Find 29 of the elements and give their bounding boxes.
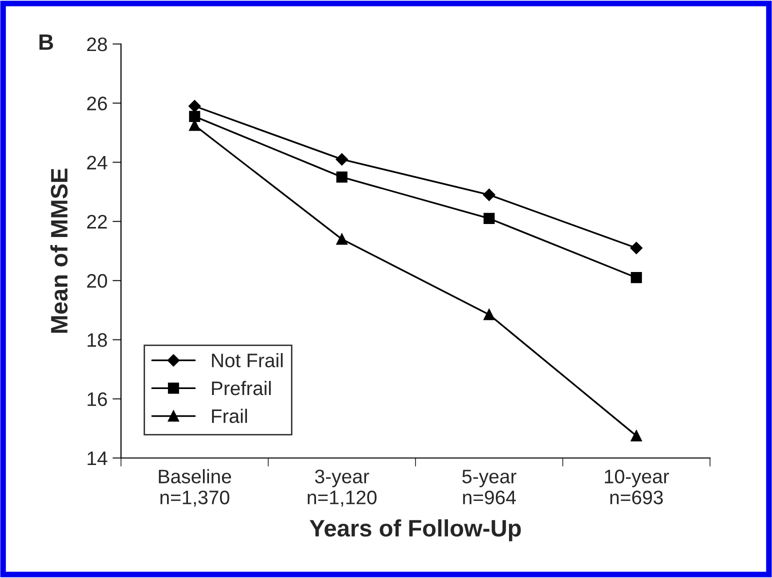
y-tick-label: 20 xyxy=(87,274,108,288)
point xyxy=(484,309,495,320)
point xyxy=(483,188,496,201)
point xyxy=(188,100,201,112)
y-tick-label: 18 xyxy=(88,333,107,347)
x-tick-label: 3-year n=1,120 xyxy=(308,470,377,507)
point xyxy=(630,272,642,284)
point xyxy=(484,212,495,224)
point xyxy=(336,153,348,166)
x-tick-label: Baseline n=1,370 xyxy=(158,469,232,507)
legend-label: Frail xyxy=(212,408,247,424)
y-tick-label: 14 xyxy=(88,452,108,466)
y-tick-label: 16 xyxy=(88,392,107,406)
x-axis-title: Years of Follow-Up xyxy=(310,519,521,542)
y-tick-label: 26 xyxy=(87,96,107,110)
point xyxy=(630,430,642,442)
text: B xyxy=(39,34,54,50)
y-tick-label: 22 xyxy=(87,214,107,228)
point xyxy=(336,172,348,183)
y-axis-title: Mean of MMSE xyxy=(50,168,68,333)
x-tick-label: 5-year n=964 xyxy=(462,470,516,504)
y-tick-label: 28 xyxy=(87,37,107,52)
point xyxy=(630,242,642,254)
y-tick-label: 24 xyxy=(87,156,108,170)
point xyxy=(336,234,348,245)
point xyxy=(189,110,200,122)
legend-label: Not Frail xyxy=(212,353,283,368)
x-tick-label: 10-year n=693 xyxy=(604,470,670,504)
legend-label: Prefrail xyxy=(212,380,271,396)
